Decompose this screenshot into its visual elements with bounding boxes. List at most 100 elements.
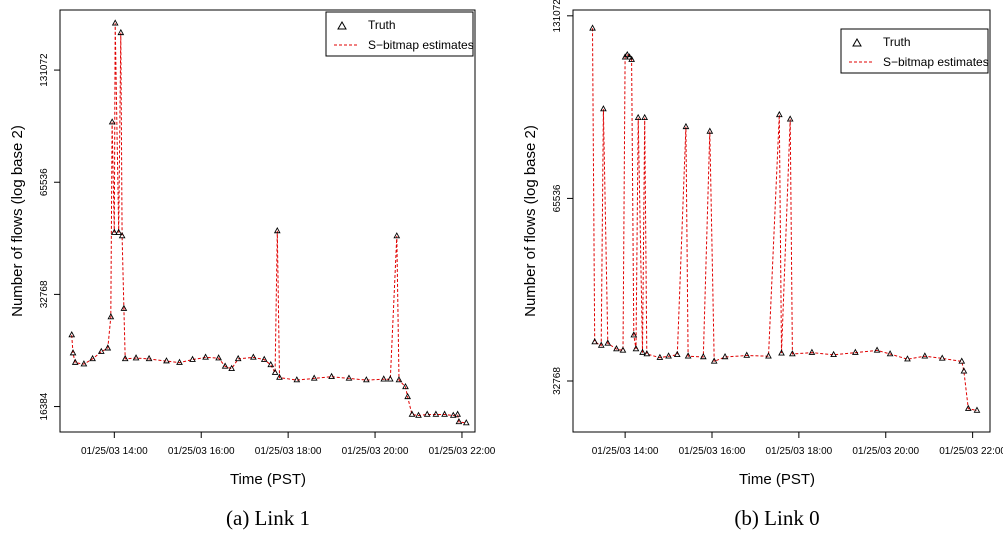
truth-point [775, 110, 783, 118]
legend-label-truth: Truth [883, 35, 911, 49]
x-tick-label: 01/25/03 22:00 [939, 446, 1003, 457]
truth-point [591, 338, 599, 345]
series-sbitmap-estimates-line [71, 23, 467, 424]
truth-point [97, 347, 105, 354]
truth-point [432, 410, 440, 417]
truth-point [673, 350, 681, 358]
x-tick-label: 01/25/03 18:00 [255, 446, 322, 457]
legend-label-truth: Truth [368, 18, 396, 32]
truth-point [107, 313, 115, 320]
truth-point [89, 354, 96, 362]
truth-point [851, 348, 859, 355]
legend-box [840, 28, 989, 74]
truth-point [215, 354, 222, 361]
truth-point [271, 368, 279, 375]
truth-point [68, 331, 76, 338]
x-axis-label: Time (PST) [739, 471, 815, 488]
truth-point [345, 374, 353, 381]
legend-triangle-icon [852, 37, 862, 47]
truth-point [743, 351, 751, 358]
truth-point [656, 353, 664, 360]
truth-point [260, 355, 268, 362]
legend-triangle-icon [337, 20, 347, 30]
y-tick-label: 65536 [552, 184, 563, 212]
x-tick-label: 01/25/03 14:00 [592, 446, 659, 457]
y-axis-label: Number of flows (log base 2) [522, 125, 539, 317]
x-tick-label: 01/25/03 20:00 [852, 446, 919, 457]
truth-point [960, 367, 968, 374]
y-tick-label: 131072 [39, 53, 50, 87]
x-tick-label: 01/25/03 18:00 [766, 446, 833, 457]
truth-point [441, 410, 448, 417]
y-tick-label: 65536 [39, 168, 50, 196]
truth-point [310, 374, 318, 381]
truth-point [415, 411, 422, 418]
truth-point [404, 392, 411, 400]
truth-point [630, 331, 638, 338]
truth-point [234, 354, 242, 362]
truth-point [619, 346, 627, 353]
truth-point [176, 358, 183, 365]
y-tick-label: 131072 [552, 0, 563, 33]
truth-point [684, 352, 692, 359]
truth-point [921, 352, 929, 359]
x-tick-label: 01/25/03 22:00 [429, 446, 496, 457]
truth-point [276, 373, 283, 380]
legend-label-sbitmap: S−bitmap estimates [883, 55, 989, 69]
truth-point [363, 376, 370, 383]
truth-point [604, 339, 612, 346]
y-tick-label: 16384 [39, 392, 50, 420]
truth-point [628, 55, 635, 62]
truth-point [454, 410, 461, 417]
truth-point [393, 232, 401, 239]
truth-point [380, 375, 388, 382]
truth-point [423, 410, 431, 417]
series-sbitmap-estimates-line [592, 28, 978, 411]
truth-point [189, 355, 196, 362]
truth-point [221, 362, 229, 369]
truth-point [462, 419, 470, 426]
truth-point [643, 350, 651, 357]
truth-point [121, 354, 129, 362]
truth-point [408, 410, 416, 417]
truth-point [71, 358, 79, 365]
truth-point [267, 360, 275, 368]
truth-point [964, 404, 972, 411]
truth-point [293, 376, 301, 383]
truth-point [69, 349, 77, 356]
truth-point [108, 118, 116, 125]
truth-point [386, 375, 394, 382]
panel-link-1: 01/25/03 14:00 01/25/03 16:00 01/25/03 18:… [9, 9, 496, 530]
truth-point [886, 350, 894, 357]
truth-point [973, 406, 981, 413]
legend-label-sbitmap: S−bitmap estimates [368, 38, 474, 52]
truth-point [626, 53, 633, 60]
x-axis-label: Time (PST) [230, 471, 306, 488]
x-tick-label: 01/25/03 20:00 [342, 446, 409, 457]
panel-link-0: 01/25/03 14:00 01/25/03 16:00 01/25/03 18:… [522, 0, 1003, 530]
truth-point [132, 354, 140, 361]
truth-point [778, 349, 785, 356]
truth-point [623, 50, 631, 58]
y-axis-label: Number of flows (log base 2) [9, 125, 26, 317]
truth-point [202, 353, 209, 360]
truth-point [120, 304, 128, 311]
truth-point [395, 376, 403, 383]
y-tick-label: 32768 [552, 367, 563, 395]
truth-point [80, 360, 88, 367]
truth-point [938, 354, 946, 361]
x-tick-label: 01/25/03 14:00 [81, 446, 148, 457]
truth-point [455, 417, 463, 425]
truth-point [958, 357, 966, 364]
truth-point [721, 353, 729, 360]
truth-point [830, 350, 837, 358]
panel-caption: (b) Link 0 [734, 506, 819, 530]
truth-point [632, 345, 640, 352]
truth-point [228, 364, 236, 371]
y-tick-label: 32768 [39, 280, 50, 308]
truth-point [117, 28, 125, 36]
truth-point [786, 115, 794, 122]
truth-point [273, 227, 281, 234]
truth-point [682, 122, 690, 130]
